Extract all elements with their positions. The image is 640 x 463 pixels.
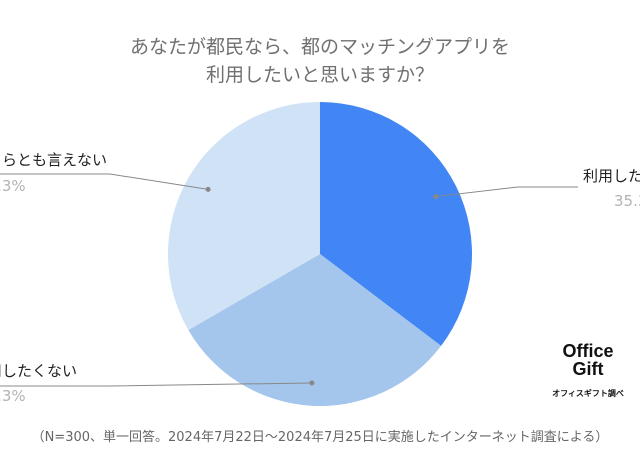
- leader-dot-use: [433, 194, 439, 200]
- leader-lines: [0, 173, 578, 387]
- logo-line-1: Office: [562, 341, 613, 361]
- leader-dot-neutral: [205, 186, 211, 192]
- pie-slice-use: [320, 102, 472, 346]
- logo-line-2: Gift: [573, 359, 604, 379]
- pie-slice-not-use: [188, 254, 442, 407]
- office-gift-logo: Office Gift オフィスギフト調べ: [552, 341, 624, 398]
- leader-line-not-use: [0, 382, 312, 387]
- survey-footnote: （N=300、単一回答。2024年7月22日〜2024年7月25日に実施したイン…: [32, 429, 609, 445]
- leader-line-neutral: [0, 173, 209, 190]
- slice-label-not-use: 利用したくない: [0, 362, 77, 380]
- pie-slice-neutral: [167, 102, 320, 330]
- slice-pct-use: 35.3%: [614, 192, 640, 210]
- slice-pct-not-use: 31.3%: [0, 387, 26, 405]
- logo-caption: オフィスギフト調べ: [552, 388, 624, 398]
- leader-dot-not-use: [309, 380, 315, 386]
- pie-slices: [167, 102, 472, 407]
- slice-pct-neutral: 33.3%: [0, 177, 26, 195]
- chart-title-line-2: 利用したいと思いますか？: [206, 64, 434, 86]
- slice-label-neutral: どちらとも言えない: [0, 151, 107, 169]
- slice-label-use: 利用したい: [583, 167, 640, 185]
- leader-line-use: [435, 186, 578, 198]
- chart-title-line-1: あなたが都民なら、都のマッチングアプリを: [130, 36, 510, 58]
